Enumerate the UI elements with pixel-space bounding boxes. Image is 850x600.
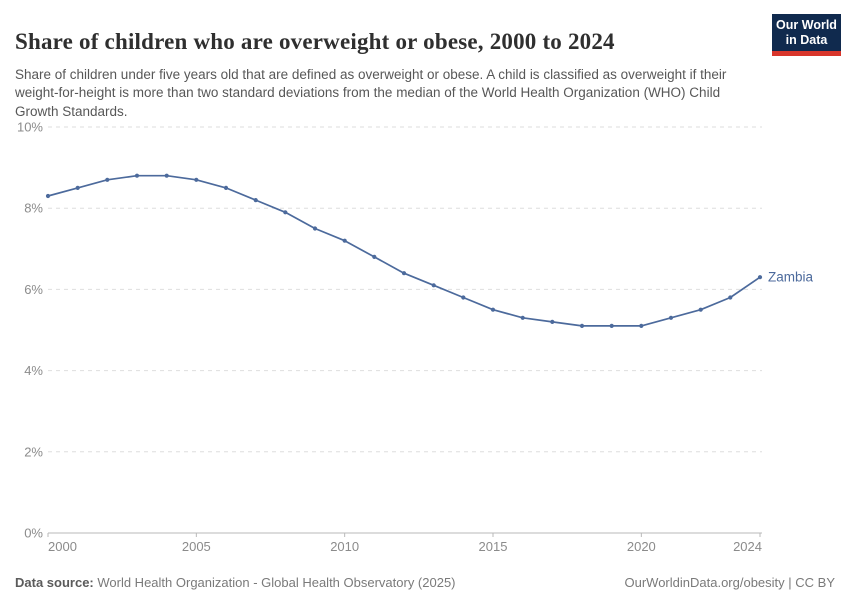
chart-footer: Data source: World Health Organization -… <box>15 575 835 592</box>
chart-subtitle: Share of children under five years old t… <box>15 66 727 119</box>
line-chart: 0% 2% 4% 6% 8% 10% 2000 2005 2010 2015 2020 2024 Zam… <box>17 120 814 555</box>
data-point <box>520 315 525 320</box>
data-source: Data source: World Health Organization -… <box>15 575 456 592</box>
data-point <box>194 177 199 182</box>
data-point <box>312 226 318 231</box>
data-point <box>342 238 347 243</box>
data-point <box>134 173 140 178</box>
x-tick-label: 2020 <box>627 539 656 554</box>
data-point <box>75 185 80 190</box>
owid-logo-stripe <box>772 51 841 56</box>
data-point <box>431 283 436 288</box>
owid-logo-line2: in Data <box>785 33 828 47</box>
x-tick-label: 2024 <box>733 539 762 554</box>
data-point <box>639 323 644 328</box>
y-tick-label: 2% <box>24 444 43 459</box>
data-point <box>698 307 703 312</box>
y-tick-label: 0% <box>24 526 43 541</box>
page-title: Share of children who are overweight or … <box>15 29 615 55</box>
entity-label[interactable]: Zambia <box>768 270 814 285</box>
data-source-label: Data source: <box>15 575 94 590</box>
x-tick-label: 2005 <box>182 539 211 554</box>
x-tick-label: 2010 <box>330 539 359 554</box>
owid-logo-line1: Our World <box>776 18 837 32</box>
data-point <box>105 177 110 182</box>
data-point <box>461 295 466 300</box>
data-point <box>490 307 496 312</box>
owid-logo[interactable]: Our World in Data <box>772 14 841 56</box>
x-tick-label: 2015 <box>479 539 508 554</box>
data-point <box>223 185 229 190</box>
footer-license-link[interactable]: OurWorldinData.org/obesity | CC BY <box>624 575 836 590</box>
data-line-zambia <box>47 174 761 327</box>
data-point <box>579 323 585 328</box>
data-point <box>283 210 288 215</box>
data-point <box>609 323 614 328</box>
y-tick-label: 8% <box>24 201 43 216</box>
data-point <box>372 254 377 259</box>
x-tick-label: 2000 <box>48 539 77 554</box>
y-tick-label: 10% <box>17 120 43 135</box>
data-point <box>757 275 763 280</box>
y-tick-label: 4% <box>24 363 43 378</box>
y-tick-label: 6% <box>24 282 43 297</box>
data-point <box>45 193 51 199</box>
data-point <box>164 173 169 178</box>
data-source-text: World Health Organization - Global Healt… <box>93 575 456 590</box>
data-point <box>728 295 733 300</box>
data-point <box>550 319 555 324</box>
data-point <box>401 271 407 276</box>
data-point <box>668 315 674 320</box>
data-point <box>253 198 258 203</box>
